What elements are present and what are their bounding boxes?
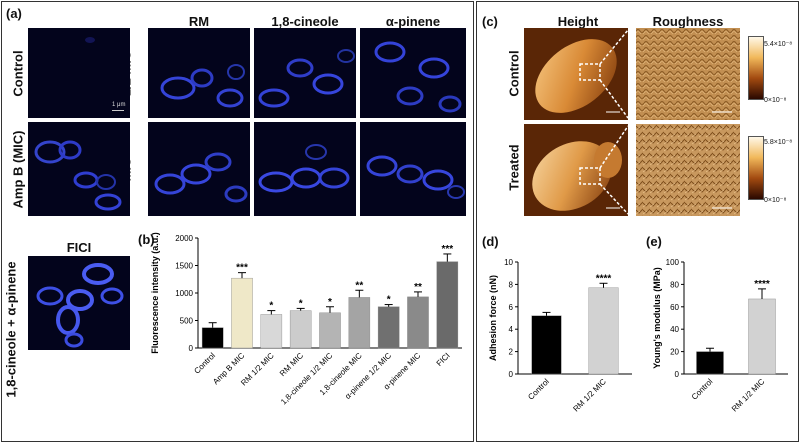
significance-label: ** (414, 282, 422, 293)
category-label: RM MIC (278, 351, 305, 378)
y-tick-label: 6 (509, 303, 514, 312)
y-tick-label: 0 (189, 344, 194, 353)
significance-label: ** (355, 280, 363, 291)
fluorescence-bar-chart: 0 500 1000 1500 2000 Fluorescence intensity (… (150, 232, 462, 407)
right-figure-frame (476, 1, 799, 442)
y-tick-label: 1000 (175, 289, 193, 298)
bar (748, 298, 776, 375)
bar (348, 297, 371, 349)
fici-row-label: 1,8-cineole + α-pinene (3, 261, 19, 398)
micro-ampb-image (28, 122, 130, 216)
category-label: Control (526, 377, 551, 402)
micro-cineole-mic-image (254, 122, 356, 216)
panel-label-b: (b) (138, 232, 155, 247)
category-label: Control (192, 351, 217, 376)
category-label: FICI (435, 351, 452, 368)
micro-rm-half-image (148, 28, 250, 118)
y-tick-label: 10 (504, 258, 513, 267)
micro-col-header-cineole: 1,8-cineole (271, 14, 339, 29)
bar (407, 296, 429, 349)
micro-rm-mic-image (148, 122, 250, 216)
significance-label: **** (596, 273, 612, 284)
significance-label: * (299, 298, 303, 309)
y-axis-label: Adhesion force (nN) (488, 275, 498, 361)
category-label: RM 1/2 MIC (571, 377, 608, 414)
category-label: Control (690, 377, 715, 402)
bar (260, 314, 283, 349)
fici-title: FICI (66, 240, 92, 255)
y-tick-label: 0 (509, 370, 514, 379)
significance-label: * (328, 297, 332, 308)
y-tick-label: 4 (509, 325, 514, 334)
y-tick-label: 2 (509, 348, 514, 357)
micro-fici-image (28, 256, 130, 350)
y-tick-label: 500 (180, 317, 194, 326)
bar (231, 277, 253, 349)
micro-row-label-control: Control (10, 50, 26, 97)
micro-pinene-mic-image (360, 122, 466, 216)
afm-height-treated-image (524, 124, 628, 216)
micro-row-label-ampb: Amp B (MIC) (10, 130, 26, 209)
afm-colorbar-control (748, 36, 764, 100)
y-tick-label: 20 (670, 348, 679, 357)
significance-label: * (269, 301, 273, 312)
bar (436, 261, 459, 349)
y-axis-label: Young's modulus (MPa) (652, 267, 662, 368)
bar (696, 351, 724, 375)
significance-label: *** (441, 244, 453, 255)
significance-label: *** (236, 263, 248, 274)
afm-roughness-control-image (636, 28, 740, 120)
colorbar-control-top-label: 5.4×10⁻⁸ (764, 41, 793, 48)
bar (319, 312, 341, 349)
afm-height-control-image (524, 28, 628, 120)
bar (531, 315, 562, 375)
bar (377, 306, 400, 349)
significance-label: **** (754, 279, 770, 290)
panel-label-e: (e) (646, 234, 662, 249)
y-tick-label: 2000 (175, 234, 193, 243)
afm-col-header-roughness: Roughness (652, 14, 724, 29)
micro-scale-text: 1 μm (112, 102, 126, 108)
afm-roughness-treated-image (636, 124, 740, 216)
bar (201, 327, 224, 349)
afm-row-label-control: Control (506, 50, 522, 97)
significance-label: * (387, 295, 391, 306)
afm-colorbar-treated (748, 136, 764, 200)
micro-pinene-half-image (360, 28, 466, 118)
afm-col-header-height: Height (557, 14, 599, 29)
y-tick-label: 8 (509, 280, 514, 289)
y-tick-label: 0 (675, 370, 680, 379)
left-figure-frame (1, 1, 474, 442)
micro-col-header-pinene: α-pinene (385, 14, 441, 29)
colorbar-treated-bottom-label: 0×10⁻⁸ (764, 197, 787, 204)
bar (289, 310, 312, 349)
colorbar-treated-top-label: 5.8×10⁻⁸ (764, 139, 793, 146)
panel-label-d: (d) (482, 234, 499, 249)
y-tick-label: 1500 (175, 262, 193, 271)
y-tick-label: 40 (670, 325, 679, 334)
y-tick-label: 80 (670, 280, 679, 289)
afm-row-label-treated: Treated (506, 144, 522, 191)
micro-cineole-half-image (254, 28, 356, 118)
y-tick-label: 60 (670, 303, 679, 312)
colorbar-control-bottom-label: 0×10⁻⁸ (764, 97, 787, 104)
adhesion-force-bar-chart: 0 2 4 6 8 10 Adhesion force (nN) Control **** RM … (488, 258, 632, 414)
y-axis-label: Fluorescence intensity (a.u.) (150, 232, 160, 354)
panel-label-a: (a) (6, 6, 22, 21)
micro-col-header-rm: RM (188, 14, 210, 29)
category-label: RM 1/2 MIC (730, 377, 767, 414)
youngs-modulus-bar-chart: 0 20 40 60 80 100 Young's modulus (MPa) Control… (652, 258, 788, 414)
panel-label-c: (c) (482, 14, 498, 29)
micro-control-image: 1 μm (28, 28, 130, 118)
bar (588, 287, 619, 375)
category-label: 1,8-cineole 1/2 MIC (279, 351, 335, 407)
y-tick-label: 100 (666, 258, 680, 267)
